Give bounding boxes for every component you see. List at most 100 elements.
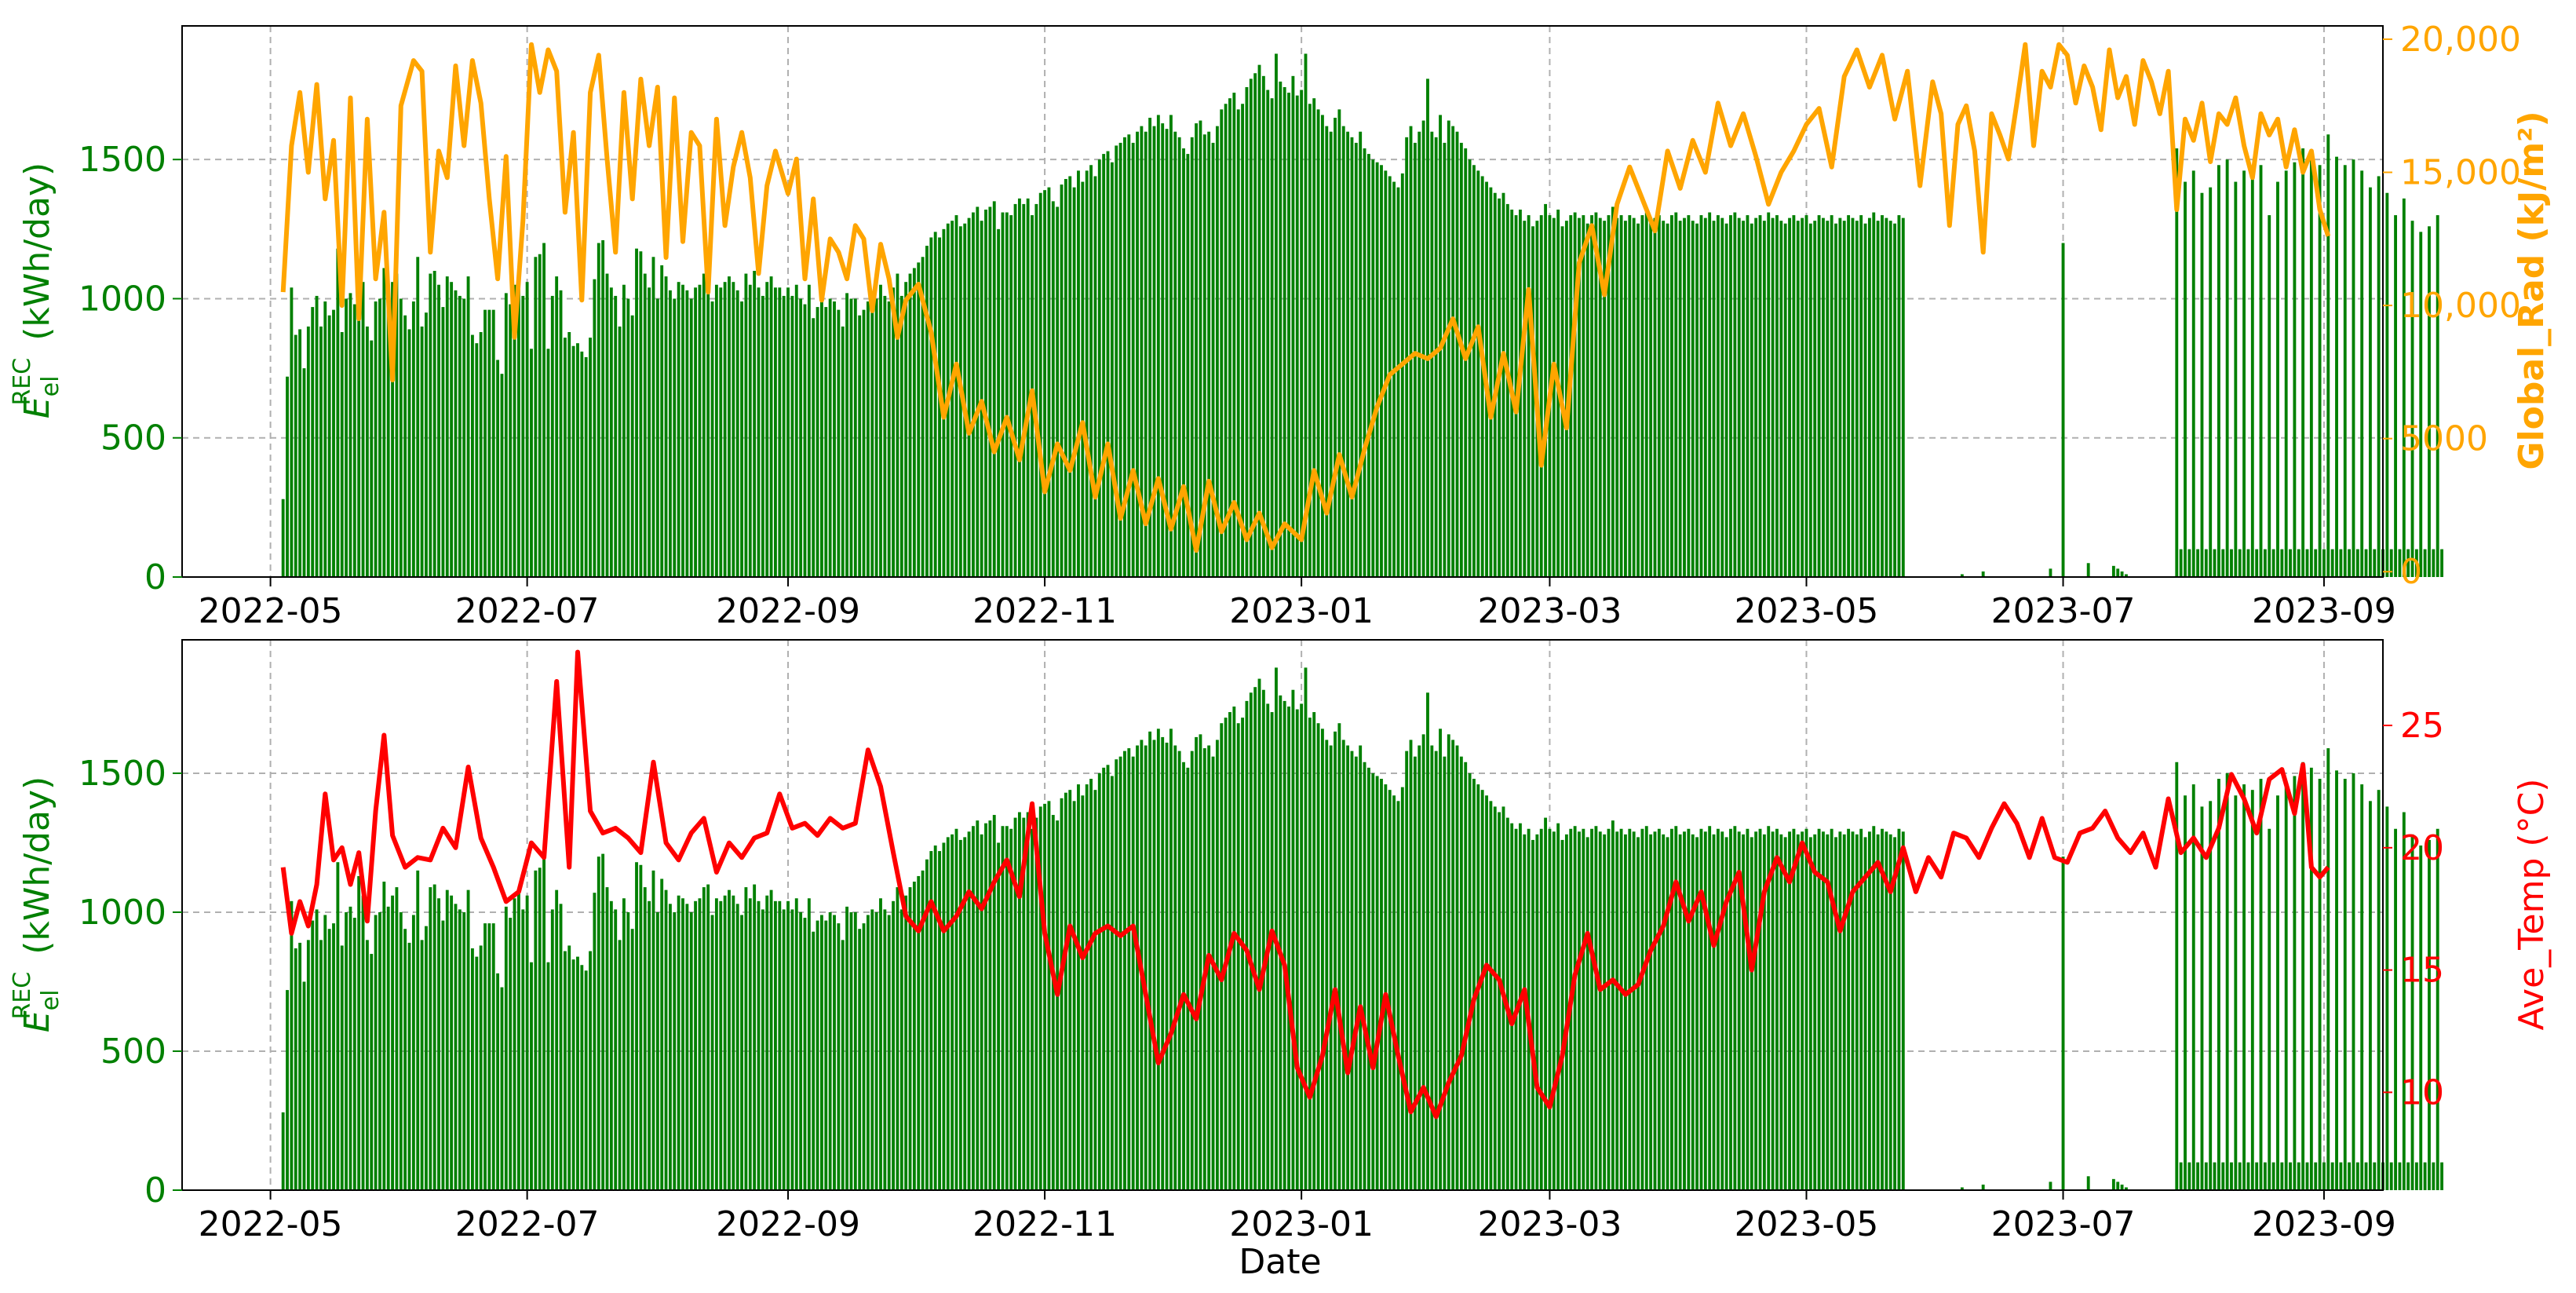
ylabel-sub: el	[37, 990, 64, 1011]
energy-bar	[416, 870, 420, 1190]
energy-bar	[2301, 762, 2305, 1190]
energy-bar	[2394, 828, 2398, 1190]
energy-bar	[1695, 223, 1699, 577]
energy-bar	[790, 295, 794, 577]
energy-bar	[858, 315, 862, 577]
energy-bar	[589, 951, 592, 1190]
energy-bar	[584, 970, 588, 1190]
energy-bar	[1102, 154, 1106, 578]
energy-bar	[2423, 1162, 2427, 1190]
energy-bar	[655, 911, 659, 1190]
energy-bar	[1118, 142, 1122, 577]
energy-bar	[2343, 779, 2347, 1190]
energy-bar	[2322, 1162, 2326, 1190]
left-y-tick-label: 0	[144, 557, 166, 597]
energy-bar	[597, 857, 600, 1190]
top-right-y-ticks: 0 5000 10,000 15,000 20,000	[2383, 20, 2521, 592]
energy-bar	[761, 295, 764, 577]
energy-bar	[1885, 217, 1888, 577]
energy-bar	[597, 243, 600, 577]
energy-bar	[559, 904, 563, 1190]
energy-bar	[2377, 176, 2381, 577]
energy-bar	[761, 909, 764, 1190]
energy-bar	[348, 293, 352, 577]
energy-bar	[2293, 162, 2297, 578]
energy-bar	[1165, 129, 1169, 577]
energy-bar	[521, 909, 525, 1190]
energy-bar	[1051, 815, 1055, 1190]
energy-bar	[2428, 839, 2431, 1190]
energy-bar	[748, 284, 752, 577]
energy-bar	[571, 959, 575, 1190]
energy-bar	[2234, 795, 2238, 1190]
energy-bar	[735, 904, 739, 1190]
energy-bar	[1279, 695, 1283, 1190]
energy-bar	[500, 374, 504, 577]
energy-bar	[622, 284, 626, 577]
average-temperature-line	[280, 649, 2330, 1120]
energy-bar	[1724, 837, 1728, 1190]
energy-bar	[1619, 828, 1623, 1190]
energy-bar	[1380, 779, 1383, 1190]
energy-bar	[1611, 820, 1615, 1190]
energy-bar	[2242, 170, 2246, 578]
energy-bar	[1527, 215, 1531, 577]
energy-bar	[496, 973, 500, 1190]
energy-bar	[2406, 1162, 2410, 1190]
energy-bar	[538, 867, 542, 1190]
energy-bar	[1131, 756, 1135, 1190]
energy-bar	[622, 898, 626, 1190]
energy-bar	[593, 279, 597, 577]
energy-bar	[1056, 820, 1060, 1190]
energy-bar	[2289, 1162, 2292, 1190]
energy-bar	[765, 895, 769, 1190]
energy-bar	[740, 915, 743, 1190]
energy-bar	[1657, 215, 1661, 577]
energy-bar	[1043, 190, 1047, 577]
energy-bar	[2204, 1162, 2208, 1190]
energy-bar	[550, 295, 554, 577]
left-y-tick-label: 500	[100, 1032, 166, 1072]
energy-bar	[1207, 131, 1211, 578]
energy-bar	[1152, 740, 1156, 1190]
energy-bar	[1337, 723, 1341, 1190]
energy-bar	[2419, 845, 2423, 1190]
energy-bar	[815, 920, 819, 1190]
energy-bar	[954, 215, 958, 577]
energy-bar	[1619, 215, 1623, 577]
energy-bar	[892, 900, 895, 1190]
energy-bar	[286, 990, 289, 1190]
energy-bar	[2436, 828, 2439, 1190]
energy-bar	[1699, 828, 1703, 1190]
energy-bar	[1451, 740, 1455, 1190]
energy-bar	[833, 915, 836, 1190]
energy-bar	[1876, 221, 1880, 577]
energy-bar	[1329, 745, 1333, 1190]
energy-bar	[437, 898, 440, 1190]
energy-bar	[1400, 787, 1404, 1190]
energy-bar	[1464, 762, 1468, 1190]
right-y-tick-label: 25	[2400, 706, 2444, 746]
energy-bar	[1249, 692, 1253, 1190]
energy-bar	[352, 918, 356, 1190]
energy-bar	[2213, 1162, 2217, 1190]
left-y-tick-label: 1500	[78, 754, 166, 794]
energy-bar	[1888, 221, 1892, 577]
energy-bar	[1295, 709, 1299, 1190]
energy-bar	[1220, 723, 1224, 1190]
energy-bar	[1489, 801, 1493, 1190]
svg-text:EelREC(kWh/day): EelREC (kWh/day)	[9, 163, 64, 418]
energy-bar	[908, 273, 912, 577]
energy-bar	[1261, 75, 1265, 577]
energy-bar	[904, 895, 908, 1190]
energy-bar	[651, 870, 655, 1190]
energy-bar	[1380, 165, 1383, 577]
energy-bar	[1670, 215, 1673, 577]
energy-bar	[976, 820, 980, 1190]
energy-bar	[1038, 806, 1042, 1190]
energy-bar	[1110, 776, 1114, 1190]
energy-bar	[1666, 223, 1669, 577]
energy-bar	[1691, 834, 1695, 1190]
energy-bar	[1585, 837, 1589, 1190]
energy-bar	[794, 284, 798, 577]
